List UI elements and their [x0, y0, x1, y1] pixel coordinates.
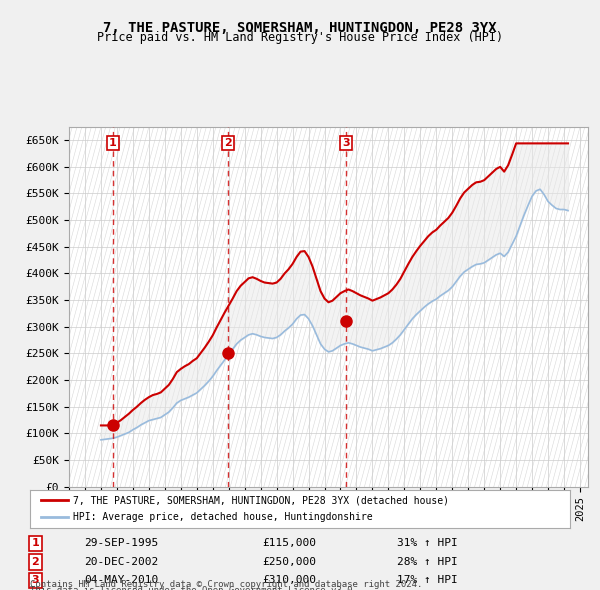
Text: 28% ↑ HPI: 28% ↑ HPI: [397, 557, 458, 567]
Text: 20-DEC-2002: 20-DEC-2002: [84, 557, 158, 567]
Text: 1: 1: [32, 538, 39, 548]
Text: HPI: Average price, detached house, Huntingdonshire: HPI: Average price, detached house, Hunt…: [73, 512, 373, 522]
Text: 1: 1: [109, 138, 117, 148]
Text: 29-SEP-1995: 29-SEP-1995: [84, 538, 158, 548]
Text: 17% ↑ HPI: 17% ↑ HPI: [397, 575, 458, 585]
Text: 7, THE PASTURE, SOMERSHAM, HUNTINGDON, PE28 3YX: 7, THE PASTURE, SOMERSHAM, HUNTINGDON, P…: [103, 21, 497, 35]
Text: £115,000: £115,000: [262, 538, 316, 548]
Text: Price paid vs. HM Land Registry's House Price Index (HPI): Price paid vs. HM Land Registry's House …: [97, 31, 503, 44]
Text: 31% ↑ HPI: 31% ↑ HPI: [397, 538, 458, 548]
Text: 3: 3: [342, 138, 350, 148]
Text: £310,000: £310,000: [262, 575, 316, 585]
Text: Contains HM Land Registry data © Crown copyright and database right 2024.: Contains HM Land Registry data © Crown c…: [30, 580, 422, 589]
Text: 7, THE PASTURE, SOMERSHAM, HUNTINGDON, PE28 3YX (detached house): 7, THE PASTURE, SOMERSHAM, HUNTINGDON, P…: [73, 496, 449, 506]
Text: This data is licensed under the Open Government Licence v3.0.: This data is licensed under the Open Gov…: [30, 586, 358, 590]
Text: 2: 2: [224, 138, 232, 148]
Text: 3: 3: [32, 575, 39, 585]
Text: £250,000: £250,000: [262, 557, 316, 567]
Text: 04-MAY-2010: 04-MAY-2010: [84, 575, 158, 585]
Text: 2: 2: [32, 557, 39, 567]
